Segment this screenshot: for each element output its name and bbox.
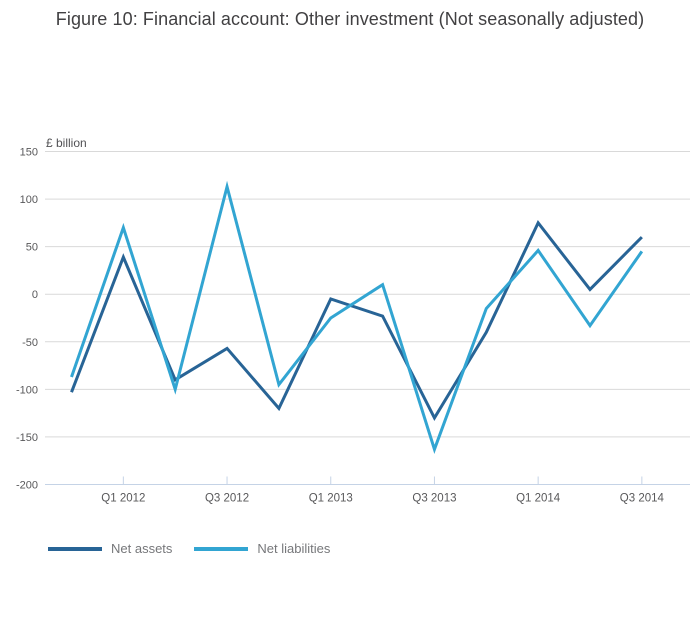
legend-label-net-liabilities: Net liabilities [257, 541, 331, 556]
series-line-net-liabilities [70, 180, 644, 454]
y-tick-label: 100 [20, 194, 38, 206]
legend-swatch-net-liabilities [194, 546, 249, 551]
axis-unit-label: £ billion [46, 136, 87, 150]
y-tick-label: 50 [26, 242, 38, 254]
x-tick-label: Q1 2014 [516, 493, 561, 505]
y-tick-label: -200 [16, 480, 38, 492]
y-tick-label: 0 [32, 289, 38, 301]
y-tick-label: -50 [22, 337, 38, 349]
x-tick-label: Q3 2013 [412, 493, 456, 505]
figure-title: Figure 10: Financial account: Other inve… [55, 9, 645, 29]
chart-legend: Net assets Net liabilities [48, 541, 330, 556]
y-tick-label: -100 [16, 384, 38, 396]
y-tick-label: 150 [20, 147, 38, 159]
legend-item-net-liabilities: Net liabilities [194, 541, 330, 556]
y-tick-label: -150 [16, 432, 38, 444]
x-tick-label: Q3 2012 [205, 493, 249, 505]
legend-label-net-assets: Net assets [111, 541, 173, 556]
legend-item-net-assets: Net assets [48, 541, 172, 556]
series-line-net-assets [70, 220, 643, 421]
legend-swatch-net-assets [48, 546, 102, 551]
x-tick-label: Q1 2012 [101, 493, 145, 505]
x-tick-label: Q1 2013 [309, 493, 353, 505]
x-tick-label: Q3 2014 [620, 493, 665, 505]
